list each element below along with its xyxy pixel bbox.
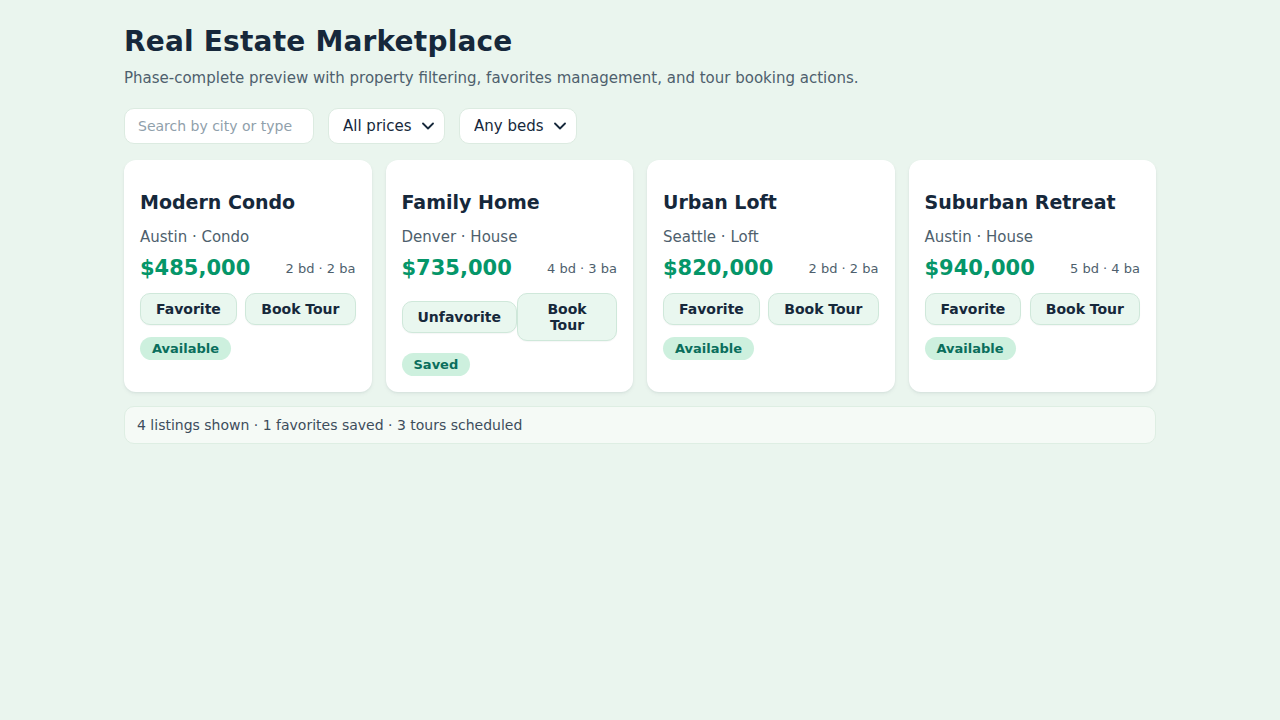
listing-price: $735,000 — [402, 256, 512, 280]
status-badge: Saved — [402, 353, 471, 376]
book-tour-button[interactable]: Book Tour — [517, 293, 617, 341]
listing-location: Seattle · Loft — [663, 228, 879, 246]
price-row: $485,000 2 bd · 2 ba — [140, 256, 356, 280]
price-filter-select[interactable]: All prices — [328, 108, 445, 144]
beds-filter-select[interactable]: Any beds — [459, 108, 577, 144]
listing-name: Suburban Retreat — [925, 191, 1141, 213]
filter-bar: All prices Any beds — [124, 108, 1156, 144]
price-filter-wrap: All prices — [328, 108, 445, 144]
actions-row: Unfavorite Book Tour — [402, 293, 618, 341]
favorite-button[interactable]: Favorite — [925, 293, 1022, 325]
page-title: Real Estate Marketplace — [124, 25, 1156, 58]
search-input[interactable] — [124, 108, 314, 144]
status-badge: Available — [140, 337, 231, 360]
favorite-button[interactable]: Unfavorite — [402, 301, 518, 333]
price-row: $735,000 4 bd · 3 ba — [402, 256, 618, 280]
favorite-button[interactable]: Favorite — [663, 293, 760, 325]
listing-location: Austin · Condo — [140, 228, 356, 246]
favorite-button[interactable]: Favorite — [140, 293, 237, 325]
listing-specs: 4 bd · 3 ba — [547, 261, 617, 276]
book-tour-button[interactable]: Book Tour — [768, 293, 878, 325]
price-row: $940,000 5 bd · 4 ba — [925, 256, 1141, 280]
book-tour-button[interactable]: Book Tour — [245, 293, 355, 325]
listing-price: $940,000 — [925, 256, 1035, 280]
listing-specs: 2 bd · 2 ba — [286, 261, 356, 276]
page-subtitle: Phase-complete preview with property fil… — [124, 69, 1156, 87]
book-tour-button[interactable]: Book Tour — [1030, 293, 1140, 325]
badge-row: Available — [663, 337, 879, 360]
listing-location: Denver · House — [402, 228, 618, 246]
marketplace-page: Real Estate Marketplace Phase-complete p… — [124, 0, 1156, 444]
listing-location: Austin · House — [925, 228, 1141, 246]
badge-row: Available — [140, 337, 356, 360]
price-row: $820,000 2 bd · 2 ba — [663, 256, 879, 280]
listing-name: Urban Loft — [663, 191, 879, 213]
listing-price: $820,000 — [663, 256, 773, 280]
beds-filter-wrap: Any beds — [459, 108, 577, 144]
listing-specs: 5 bd · 4 ba — [1070, 261, 1140, 276]
listing-specs: 2 bd · 2 ba — [809, 261, 879, 276]
listing-name: Modern Condo — [140, 191, 356, 213]
actions-row: Favorite Book Tour — [140, 293, 356, 325]
actions-row: Favorite Book Tour — [663, 293, 879, 325]
badge-row: Saved — [402, 353, 618, 376]
badge-row: Available — [925, 337, 1141, 360]
listing-card: Suburban Retreat Austin · House $940,000… — [909, 160, 1157, 392]
listing-card: Modern Condo Austin · Condo $485,000 2 b… — [124, 160, 372, 392]
status-badge: Available — [663, 337, 754, 360]
summary-bar: 4 listings shown · 1 favorites saved · 3… — [124, 406, 1156, 444]
listings-grid: Modern Condo Austin · Condo $485,000 2 b… — [124, 160, 1156, 392]
listing-card: Urban Loft Seattle · Loft $820,000 2 bd … — [647, 160, 895, 392]
listing-name: Family Home — [402, 191, 618, 213]
actions-row: Favorite Book Tour — [925, 293, 1141, 325]
status-badge: Available — [925, 337, 1016, 360]
listing-card: Family Home Denver · House $735,000 4 bd… — [386, 160, 634, 392]
listing-price: $485,000 — [140, 256, 250, 280]
